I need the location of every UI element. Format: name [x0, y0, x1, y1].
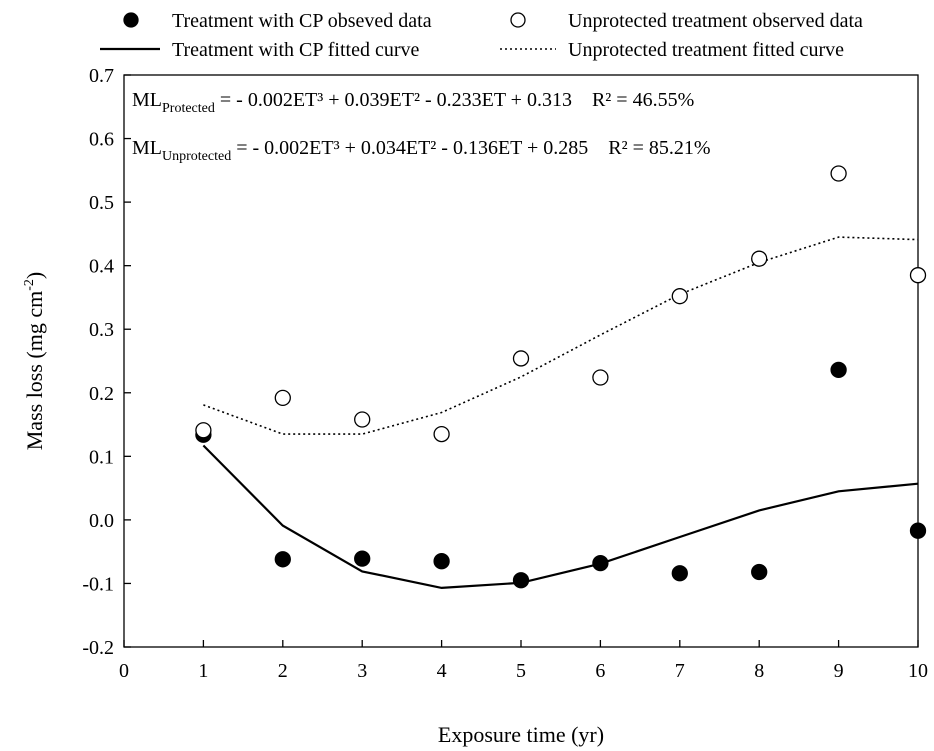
equation-protected-ml: ML [132, 89, 162, 111]
y-tick-label: 0.2 [89, 383, 114, 405]
equation-protected: MLProtected = - 0.002ET³ + 0.039ET² - 0.… [132, 89, 694, 116]
point-unprotected-observed [274, 389, 291, 407]
y-tick-label: 0.7 [89, 65, 114, 87]
series-line-unprotected-fitted [203, 236, 919, 435]
legend-cp-fitted-label: Treatment with CP fitted curve [172, 39, 419, 61]
legend-cp-observed-marker [123, 12, 139, 28]
equation-protected-r2: R² = 46.55% [592, 89, 694, 111]
y-axis-label-superscript: -2 [22, 279, 37, 291]
point-unprotected-observed [354, 411, 371, 428]
y-tick-label: 0.1 [89, 446, 114, 468]
point-unprotected-observed [592, 369, 609, 386]
y-tick-label: 0.4 [89, 256, 114, 278]
equation-protected-subscript: Protected [162, 101, 215, 116]
x-tick-label: 4 [437, 660, 447, 682]
x-tick-label: 5 [516, 660, 526, 682]
point-cp-observed [671, 565, 688, 582]
y-tick-label: 0.6 [89, 129, 114, 151]
x-tick-label: 10 [908, 660, 928, 682]
y-tick-label: -0.2 [82, 637, 114, 659]
x-tick-label: 2 [278, 660, 288, 682]
point-unprotected-observed [433, 425, 450, 443]
point-cp-observed [274, 551, 291, 568]
point-cp-observed [512, 572, 530, 589]
x-tick-label: 3 [357, 660, 367, 682]
point-unprotected-observed [195, 422, 212, 439]
point-cp-observed [433, 553, 450, 570]
x-tick-label: 6 [595, 660, 605, 682]
equation-unprotected-ml: ML [132, 137, 162, 159]
x-tick-label: 7 [675, 660, 685, 682]
y-axis-label: Mass loss (mg cm-2) [22, 272, 47, 451]
legend: Treatment with CP obseved data Unprotect… [100, 10, 863, 61]
point-cp-observed [751, 563, 768, 581]
equation-unprotected-rhs: = - 0.002ET³ + 0.034ET² - 0.136ET + 0.28… [231, 137, 588, 159]
y-tick-label: 0.5 [89, 192, 114, 214]
series-line-cp-fitted [202, 444, 919, 590]
point-cp-observed [354, 550, 371, 567]
point-cp-observed [592, 554, 609, 572]
x-axis-label: Exposure time (yr) [438, 722, 604, 747]
y-tick-label: 0.0 [89, 510, 114, 532]
x-tick-label: 9 [834, 660, 844, 682]
point-cp-observed [830, 361, 847, 379]
point-cp-observed [909, 522, 927, 539]
point-unprotected-observed [830, 165, 847, 182]
legend-unprotected-fitted-label: Unprotected treatment fitted curve [568, 39, 844, 61]
point-unprotected-observed [909, 267, 927, 284]
x-tick-label: 8 [754, 660, 764, 682]
x-tick-label: 0 [119, 660, 129, 682]
y-tick-label: -0.1 [82, 573, 114, 595]
y-axis-label-close: ) [22, 272, 47, 279]
equation-unprotected-subscript: Unprotected [162, 149, 231, 164]
y-axis-label-main: Mass loss (mg cm [22, 291, 47, 451]
point-unprotected-observed [751, 250, 768, 267]
legend-unprotected-observed-label: Unprotected treatment observed data [568, 10, 863, 32]
point-unprotected-observed [671, 288, 688, 305]
axes: 0 1 2 3 4 5 6 7 8 9 10 -0.2 -0.1 0.0 0.1 0.2 0.3 0.4 0.5 0.… [82, 65, 928, 682]
equation-protected-rhs: = - 0.002ET³ + 0.039ET² - 0.233ET + 0.31… [215, 89, 572, 111]
series [195, 165, 927, 590]
equation-unprotected: MLUnprotected = - 0.002ET³ + 0.034ET² - … [132, 137, 711, 164]
point-unprotected-observed [512, 350, 530, 367]
legend-unprotected-observed-marker [510, 12, 526, 28]
legend-cp-observed-label: Treatment with CP obseved data [172, 10, 432, 32]
x-tick-label: 1 [198, 660, 208, 682]
y-tick-label: 0.3 [89, 319, 114, 341]
equation-unprotected-r2: R² = 85.21% [608, 137, 710, 159]
